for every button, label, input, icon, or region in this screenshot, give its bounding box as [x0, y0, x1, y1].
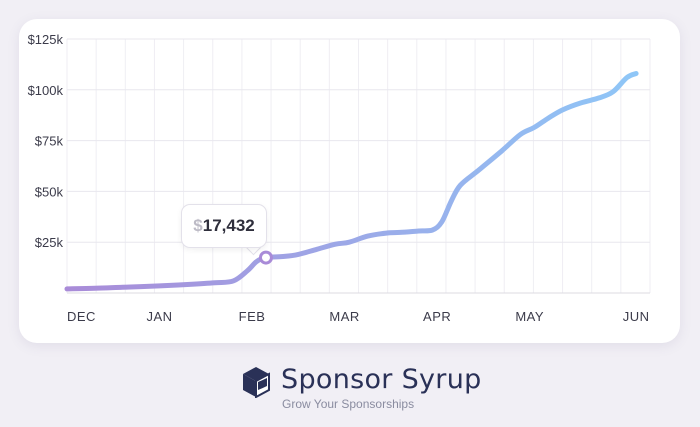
x-tick-label: MAY [515, 309, 544, 324]
x-tick-label: APR [423, 309, 451, 324]
x-tick-label: JUN [623, 309, 650, 324]
brand-tagline: Grow Your Sponsorships [282, 397, 415, 411]
chart-card: $25k $50k $75k $100k $125k DEC JAN FEB MAR APR MA… [19, 19, 680, 343]
brand: Sponsor Syrup [241, 364, 482, 398]
value-tooltip: $17,432 [181, 204, 267, 248]
syrup-box-icon [243, 367, 270, 398]
tooltip-value: 17,432 [202, 216, 255, 235]
tooltip-currency: $ [193, 216, 203, 235]
y-tick-label: $75k [35, 134, 64, 149]
x-tick-label: FEB [239, 309, 266, 324]
series-line [64, 71, 639, 292]
y-tick-label: $25k [35, 235, 64, 250]
x-tick-label: MAR [329, 309, 359, 324]
y-tick-label: $100k [28, 83, 64, 98]
y-tick-label: $125k [28, 32, 64, 47]
x-tick-label: JAN [147, 309, 173, 324]
x-tick-label: DEC [67, 309, 96, 324]
revenue-chart: $25k $50k $75k $100k $125k DEC JAN FEB MAR APR MA… [28, 32, 651, 324]
y-tick-label: $50k [35, 184, 64, 199]
highlight-point[interactable] [258, 250, 273, 265]
brand-name: Sponsor Syrup [281, 364, 482, 395]
